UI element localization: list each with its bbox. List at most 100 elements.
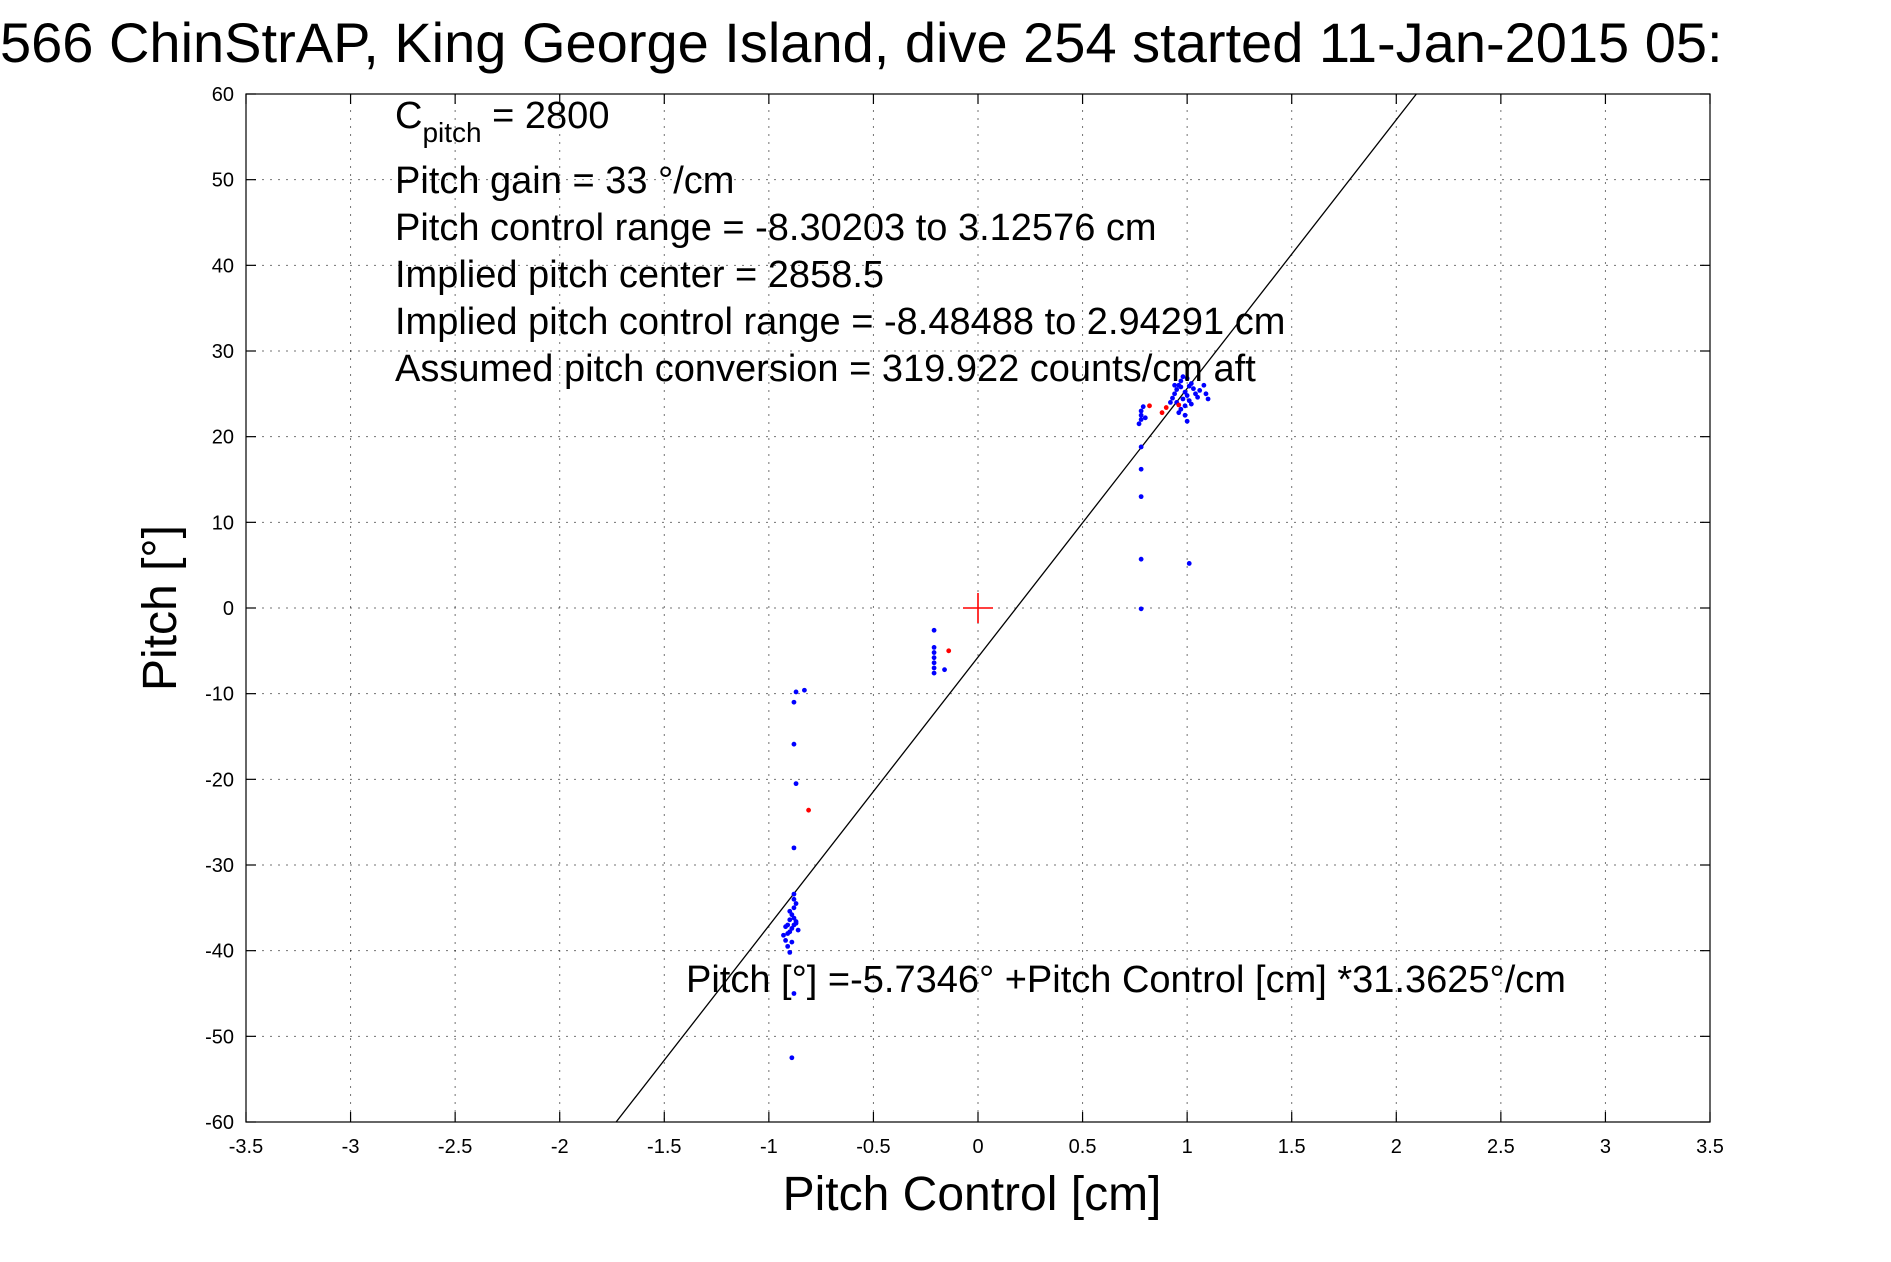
y-tick-label: -10 [205, 684, 234, 706]
data-points [781, 374, 1211, 1061]
x-tick-label: -0.5 [856, 1136, 890, 1158]
y-tick-label: -30 [205, 855, 234, 877]
x-tick-label: 0 [972, 1136, 983, 1158]
data-point-red [1176, 402, 1182, 408]
data-point-blue [1138, 412, 1144, 418]
data-point-blue [1176, 410, 1182, 416]
data-point-blue [931, 627, 937, 633]
data-point-blue [787, 917, 793, 923]
x-tick-label: 1 [1182, 1136, 1193, 1158]
data-point-blue [787, 949, 793, 955]
data-point-blue [1195, 394, 1200, 400]
cpitch-value: = 2800 [482, 95, 610, 137]
data-point-red [1163, 405, 1169, 410]
data-point-blue [1180, 374, 1186, 380]
data-point-red [1159, 410, 1165, 416]
x-tick-label: -3 [342, 1136, 360, 1158]
y-tick-label: 30 [212, 341, 234, 363]
data-point-blue [1184, 418, 1190, 424]
axis-ticks: -3.5 -3 -2.5 -2 -1.5 -1 -0.5 0 0.5 1 1.5 2 2.5 3 3.5 -6… [205, 84, 1724, 1158]
implied-center-annotation: Implied pitch center = 2858.5 [395, 254, 884, 296]
data-point-blue [793, 689, 799, 695]
data-point-blue [1138, 444, 1144, 450]
data-point-blue [1138, 408, 1144, 414]
data-point-blue [783, 937, 788, 943]
x-tick-label: -1.5 [647, 1136, 681, 1158]
x-tick-label: -2 [551, 1136, 569, 1158]
data-point-blue [1186, 561, 1192, 566]
data-point-blue [791, 991, 797, 996]
data-point-blue [1186, 383, 1192, 389]
y-tick-label: 0 [223, 598, 234, 620]
data-point-blue [1203, 391, 1209, 397]
data-point-blue [1172, 391, 1177, 397]
data-point-blue [789, 939, 795, 945]
data-point-blue [795, 927, 801, 933]
data-point-blue [791, 845, 797, 851]
y-tick-label: 50 [212, 170, 234, 192]
data-point-blue [1182, 412, 1188, 418]
data-point-blue [785, 931, 791, 936]
data-point-blue [793, 901, 799, 906]
data-point-blue [1182, 403, 1188, 409]
data-point-blue [791, 896, 797, 902]
data-point-blue [789, 1055, 795, 1061]
cpitch-annotation: Cpitch = 2800 [395, 95, 609, 148]
data-point-blue [931, 650, 937, 655]
y-tick-label: 20 [212, 427, 234, 449]
x-tick-label: 1.5 [1278, 1136, 1306, 1158]
data-point-blue [1184, 393, 1190, 398]
x-tick-label: -2.5 [438, 1136, 472, 1158]
data-point-red [946, 648, 952, 654]
y-tick-label: 60 [212, 84, 234, 106]
data-point-blue [1197, 388, 1203, 393]
data-point-blue [931, 655, 937, 661]
data-point-blue [931, 665, 937, 671]
data-point-blue [785, 943, 791, 949]
x-tick-label: 2.5 [1487, 1136, 1515, 1158]
conversion-annotation: Assumed pitch conversion = 319.922 count… [395, 348, 1256, 390]
data-point-blue [1142, 415, 1148, 421]
fit-line-layer [615, 93, 1417, 1123]
data-point-blue [1180, 396, 1186, 402]
x-tick-label: -1 [760, 1136, 778, 1158]
y-axis-label: Pitch [°] [134, 525, 187, 691]
fit-line [615, 93, 1417, 1123]
y-tick-label: 40 [212, 255, 234, 277]
data-point-blue [931, 660, 937, 666]
cpitch-subscript: pitch [422, 117, 481, 148]
y-tick-label: -60 [205, 1112, 234, 1134]
data-point-blue [793, 920, 799, 926]
data-point-red [806, 807, 811, 813]
chart-title: 566 ChinStrAP, King George Island, dive … [0, 11, 1723, 74]
data-point-blue [1170, 395, 1175, 401]
data-point-blue [1178, 378, 1184, 384]
data-point-blue [1205, 396, 1211, 402]
data-point-blue [1201, 382, 1207, 388]
data-point-blue [1168, 400, 1173, 405]
y-tick-label: -50 [205, 1026, 234, 1048]
data-point-blue [781, 932, 786, 938]
y-tick-label: -20 [205, 769, 234, 791]
data-point-blue [791, 699, 797, 705]
data-point-blue [1188, 401, 1194, 407]
data-point-blue [785, 922, 791, 928]
data-point-blue [791, 905, 797, 911]
data-point-blue [1184, 376, 1190, 381]
x-tick-label: 3 [1600, 1136, 1611, 1158]
data-point-blue [1172, 382, 1177, 388]
data-point-blue [1191, 386, 1196, 392]
data-point-blue [1138, 556, 1144, 562]
data-point-blue [791, 891, 797, 897]
data-point-blue [802, 687, 807, 693]
x-tick-label: 2 [1391, 1136, 1402, 1158]
data-point-blue [793, 781, 799, 787]
data-point-blue [1138, 494, 1144, 500]
data-point-blue [791, 741, 797, 747]
control-range-annotation: Pitch control range = -8.30203 to 3.1257… [395, 207, 1157, 249]
data-point-blue [1174, 387, 1180, 392]
x-axis-label: Pitch Control [cm] [783, 1168, 1162, 1221]
x-tick-label: 3.5 [1696, 1136, 1724, 1158]
data-point-blue [931, 670, 937, 676]
